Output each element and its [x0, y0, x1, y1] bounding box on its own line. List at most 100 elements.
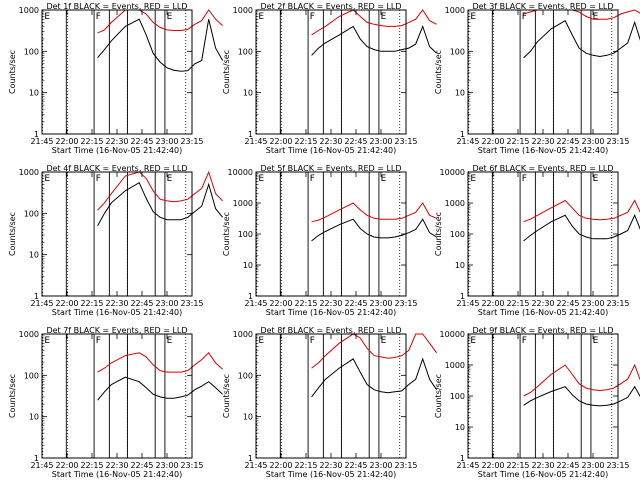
interval-marker-label: E — [470, 336, 476, 346]
y-axis-label: Counts/sec — [8, 374, 17, 418]
x-tick-label: 22:45 — [344, 137, 367, 146]
series-line-lld — [97, 9, 223, 34]
x-tick-label: 23:15 — [180, 137, 203, 146]
panel-title: Det 1f BLACK = Events, RED = LLD — [46, 2, 187, 11]
x-tick-label: 22:45 — [556, 137, 579, 146]
x-tick-label: 22:30 — [105, 137, 128, 146]
x-tick-label: 21:45 — [30, 137, 53, 146]
interval-marker-label: E — [381, 12, 387, 22]
x-tick-label: 22:00 — [55, 299, 78, 308]
series-line-events — [523, 385, 640, 407]
x-tick-label: 22:15 — [80, 299, 103, 308]
x-tick-label: 22:00 — [269, 137, 292, 146]
series-line-events — [523, 214, 640, 242]
y-tick-label: 1 — [248, 130, 253, 139]
plot-frame — [467, 9, 619, 135]
interval-marker-label: E — [44, 12, 50, 22]
interval-marker-label: E — [167, 336, 173, 346]
y-tick-label: 100 — [450, 47, 465, 56]
x-tick-label: 23:00 — [369, 137, 392, 146]
x-tick-label: 23:00 — [155, 461, 178, 470]
interval-marker-label: E — [470, 174, 476, 184]
x-tick-label: 22:15 — [506, 461, 529, 470]
plot-frame — [467, 171, 619, 297]
x-tick-label: 23:00 — [581, 137, 604, 146]
series-line-lld — [97, 170, 223, 211]
series-line-lld — [311, 202, 437, 223]
x-tick-label: 22:15 — [80, 137, 103, 146]
plot-frame — [41, 171, 193, 297]
panel-title: Det 5f BLACK = Events, RED = LLD — [260, 164, 401, 173]
y-tick-label: 100 — [24, 47, 39, 56]
interval-marker-label: E — [258, 12, 264, 22]
interval-marker-label: E — [381, 336, 387, 346]
panel-title: Det 3f BLACK = Events, RED = LLD — [472, 2, 613, 11]
x-tick-label: 22:15 — [80, 461, 103, 470]
y-tick-label: 1000 — [233, 6, 253, 15]
x-tick-label: 21:45 — [244, 461, 267, 470]
panel-title: Det 2f BLACK = Events, RED = LLD — [260, 2, 401, 11]
y-tick-label: 100 — [238, 47, 253, 56]
series-line-events — [523, 19, 640, 59]
y-tick-label: 100 — [450, 230, 465, 239]
series-line-events — [311, 357, 438, 398]
y-axis-label: Counts/sec — [434, 374, 443, 418]
series-line-events — [97, 376, 223, 401]
x-axis-label: Start Time (16-Nov-05 21:42:40) — [478, 308, 608, 317]
y-tick-label: 10 — [29, 89, 39, 98]
x-tick-label: 23:00 — [581, 461, 604, 470]
plot-frame — [41, 9, 193, 135]
plot-frame — [255, 171, 407, 297]
interval-marker-label: E — [381, 174, 387, 184]
y-tick-label: 1000 — [19, 168, 39, 177]
interval-marker-label: F — [96, 12, 101, 22]
x-tick-label: 21:45 — [30, 299, 53, 308]
y-tick-label: 1 — [460, 454, 465, 463]
interval-marker-label: F — [96, 174, 101, 184]
interval-marker-label: F — [310, 336, 315, 346]
x-axis-label: Start Time (16-Nov-05 21:42:40) — [52, 146, 182, 155]
x-axis-label: Start Time (16-Nov-05 21:42:40) — [478, 146, 608, 155]
interval-marker-label: E — [258, 174, 264, 184]
y-tick-label: 1000 — [445, 199, 465, 208]
y-tick-label: 1000 — [233, 330, 253, 339]
x-tick-label: 22:30 — [319, 299, 342, 308]
panel-title: Det 9f BLACK = Events, RED = LLD — [472, 326, 613, 335]
x-tick-label: 22:45 — [130, 137, 153, 146]
interval-marker-label: F — [522, 336, 527, 346]
y-axis-label: Counts/sec — [434, 50, 443, 94]
series-line-events — [97, 181, 223, 227]
series-line-events — [311, 24, 437, 56]
y-tick-label: 10 — [455, 423, 465, 432]
plot-frame — [255, 9, 407, 135]
x-tick-label: 22:30 — [319, 461, 342, 470]
y-axis-label: Counts/sec — [434, 212, 443, 256]
x-tick-label: 23:15 — [394, 137, 417, 146]
x-tick-label: 22:45 — [130, 299, 153, 308]
y-tick-label: 1000 — [445, 361, 465, 370]
x-tick-label: 22:00 — [55, 137, 78, 146]
x-tick-label: 21:45 — [456, 299, 479, 308]
x-tick-label: 22:00 — [55, 461, 78, 470]
x-axis-label: Start Time (16-Nov-05 21:42:40) — [266, 470, 396, 479]
series-line-events — [97, 18, 224, 72]
plot-frame — [467, 333, 619, 459]
x-tick-label: 22:15 — [294, 137, 317, 146]
series-line-lld — [523, 9, 640, 20]
y-tick-label: 100 — [24, 209, 39, 218]
series-line-lld — [311, 333, 438, 369]
y-tick-label: 10 — [29, 251, 39, 260]
x-tick-label: 23:00 — [155, 299, 178, 308]
series-line-lld — [523, 363, 640, 397]
interval-marker-label: F — [96, 336, 101, 346]
x-tick-label: 23:00 — [581, 299, 604, 308]
x-tick-label: 21:45 — [244, 299, 267, 308]
